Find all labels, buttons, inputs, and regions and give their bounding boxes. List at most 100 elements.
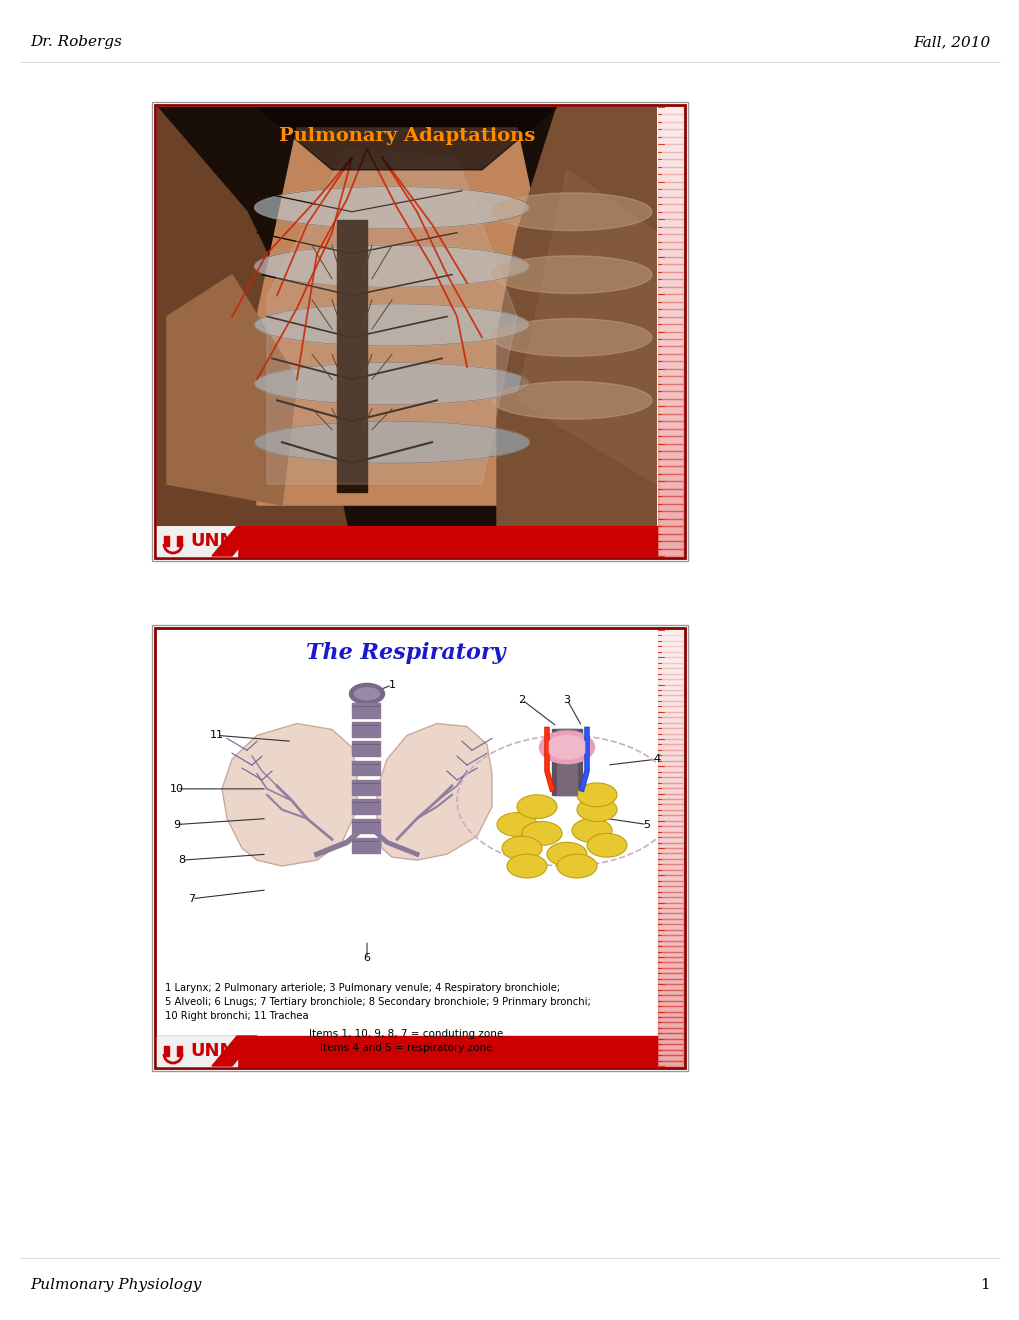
Bar: [657, 1028, 683, 1034]
Bar: [657, 913, 683, 919]
Bar: [657, 865, 683, 870]
Bar: [657, 929, 683, 935]
Polygon shape: [212, 525, 257, 556]
Ellipse shape: [255, 421, 529, 463]
Bar: [657, 437, 683, 444]
Bar: [657, 121, 683, 129]
Bar: [657, 739, 683, 744]
Bar: [657, 837, 683, 842]
Polygon shape: [496, 107, 656, 525]
Bar: [657, 444, 683, 451]
Bar: [657, 429, 683, 437]
Bar: [657, 898, 683, 903]
Bar: [152, 624, 688, 1071]
Bar: [657, 657, 683, 663]
Bar: [352, 742, 379, 756]
Bar: [657, 137, 683, 144]
Bar: [657, 891, 683, 898]
Text: 1 Larynx; 2 Pulmonary arteriole; 3 Pulmonary venule; 4 Respiratory bronchiole;: 1 Larynx; 2 Pulmonary arteriole; 3 Pulmo…: [165, 983, 559, 993]
Text: 8: 8: [178, 855, 185, 865]
Bar: [657, 957, 683, 962]
Bar: [657, 331, 683, 339]
Bar: [657, 488, 683, 496]
Circle shape: [577, 783, 616, 807]
Bar: [657, 527, 683, 533]
Bar: [657, 821, 683, 826]
Bar: [177, 1045, 181, 1056]
Bar: [657, 399, 683, 407]
Bar: [657, 482, 683, 488]
Bar: [657, 496, 683, 504]
Bar: [657, 1044, 683, 1049]
Polygon shape: [167, 275, 297, 506]
Bar: [657, 690, 683, 696]
Bar: [657, 197, 683, 205]
Bar: [657, 301, 683, 309]
Polygon shape: [257, 107, 556, 170]
Bar: [657, 630, 683, 635]
Polygon shape: [212, 1036, 257, 1067]
Bar: [657, 249, 683, 256]
Ellipse shape: [491, 318, 651, 356]
Text: 4: 4: [653, 754, 660, 764]
Bar: [657, 1006, 683, 1011]
Bar: [657, 847, 683, 854]
Circle shape: [517, 795, 556, 818]
Bar: [657, 783, 683, 788]
Bar: [657, 533, 683, 541]
Bar: [657, 924, 683, 929]
Bar: [657, 459, 683, 466]
Circle shape: [501, 837, 541, 861]
Ellipse shape: [491, 381, 651, 420]
Bar: [657, 642, 683, 647]
Bar: [657, 788, 683, 793]
Bar: [657, 474, 683, 482]
Bar: [657, 519, 683, 527]
Bar: [657, 511, 683, 519]
Bar: [556, 730, 577, 795]
Circle shape: [572, 818, 611, 842]
Bar: [657, 990, 683, 995]
Polygon shape: [157, 107, 346, 525]
Bar: [657, 799, 683, 804]
Bar: [657, 541, 683, 549]
Bar: [352, 818, 379, 833]
Bar: [657, 174, 683, 182]
Bar: [657, 842, 683, 847]
Bar: [657, 979, 683, 985]
Text: UNM: UNM: [190, 1041, 237, 1060]
Bar: [657, 182, 683, 189]
Ellipse shape: [491, 193, 651, 231]
Text: 11: 11: [210, 730, 224, 741]
Bar: [336, 220, 367, 492]
Bar: [657, 647, 683, 652]
Bar: [551, 730, 582, 795]
Bar: [657, 362, 683, 368]
Text: The Respiratory: The Respiratory: [306, 642, 505, 664]
Bar: [657, 870, 683, 875]
Ellipse shape: [491, 256, 651, 293]
Bar: [657, 1016, 683, 1023]
Ellipse shape: [255, 363, 529, 404]
Text: Fall, 2010: Fall, 2010: [912, 36, 989, 49]
Bar: [657, 673, 683, 678]
Bar: [657, 211, 683, 219]
Bar: [657, 772, 683, 777]
Bar: [657, 750, 683, 755]
Bar: [352, 838, 379, 853]
Bar: [657, 880, 683, 886]
Circle shape: [586, 833, 627, 857]
Bar: [657, 729, 683, 734]
Bar: [157, 525, 656, 556]
Bar: [657, 317, 683, 323]
Bar: [657, 234, 683, 242]
Bar: [657, 549, 683, 556]
Bar: [657, 711, 683, 717]
Polygon shape: [377, 723, 491, 861]
Bar: [657, 706, 683, 711]
Text: Items 4 and 5 = respiratory zone: Items 4 and 5 = respiratory zone: [319, 1043, 492, 1053]
Bar: [352, 722, 379, 737]
Bar: [657, 652, 683, 657]
Bar: [657, 368, 683, 376]
Bar: [657, 384, 683, 391]
